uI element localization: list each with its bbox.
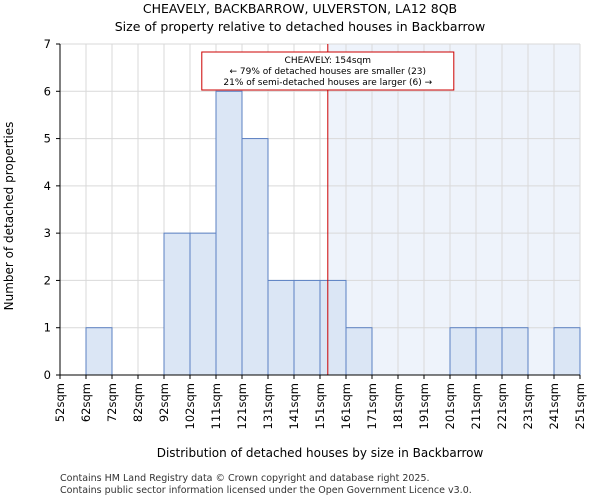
y-tick-label-7: 7 [44,37,51,51]
x-tick-label-92sqm: 92sqm [157,383,171,422]
footer-line-1: Contains HM Land Registry data © Crown c… [60,473,430,484]
chart-title: CHEAVELY, BACKBARROW, ULVERSTON, LA12 8Q… [143,1,457,16]
annotation-line-1: CHEAVELY: 154sqm [285,56,372,66]
annotation-line-3: 21% of semi-detached houses are larger (… [223,78,432,88]
y-tick-label-2: 2 [44,273,51,287]
x-tick-label-121sqm: 121sqm [235,383,249,429]
y-tick-label-1: 1 [44,321,51,335]
x-tick-label-102sqm: 102sqm [183,383,197,429]
axis-layer [56,43,581,379]
bar-131sqm [267,279,295,376]
bar-92sqm [163,232,191,376]
chart-subtitle: Size of property relative to detached ho… [115,19,486,34]
bar-221sqm [501,327,529,376]
x-tick-label-52sqm: 52sqm [53,383,67,422]
x-tick-label-171sqm: 171sqm [365,383,379,429]
bar-151sqm [319,279,347,376]
bar-141sqm [293,279,321,376]
x-tick-label-151sqm: 151sqm [313,383,327,429]
x-tick-label-211sqm: 211sqm [469,383,483,429]
x-tick-label-201sqm: 201sqm [443,383,457,429]
x-tick-label-141sqm: 141sqm [287,383,301,429]
x-tick-label-62sqm: 62sqm [79,383,93,422]
y-tick-label-0: 0 [44,368,51,382]
x-tick-label-181sqm: 181sqm [391,383,405,429]
x-tick-label-131sqm: 131sqm [261,383,275,429]
y-tick-label-3: 3 [44,226,51,240]
annotation-box: CHEAVELY: 154sqm ← 79% of detached house… [201,51,455,91]
y-tick-label-6: 6 [44,84,51,98]
x-axis-label: Distribution of detached houses by size … [157,446,484,460]
y-axis-label: Number of detached properties [2,122,16,311]
y-tick-labels: 0 1 2 3 4 5 6 7 [44,37,51,382]
annotation-line-2: ← 79% of detached houses are smaller (23… [230,67,427,77]
bar-201sqm [449,327,477,376]
bar-211sqm [475,327,503,376]
bar-102sqm [189,232,217,376]
x-tick-label-72sqm: 72sqm [105,383,119,422]
x-tick-label-161sqm: 161sqm [339,383,353,429]
x-tick-label-251sqm: 251sqm [573,383,587,429]
bar-62sqm [85,327,113,376]
x-tick-label-82sqm: 82sqm [131,383,145,422]
annotation-border [201,51,455,91]
bar-111sqm [215,90,243,376]
x-tick-label-221sqm: 221sqm [495,383,509,429]
x-tick-label-111sqm: 111sqm [209,383,223,429]
y-tick-label-4: 4 [44,179,51,193]
x-tick-labels: 52sqm 62sqm 72sqm 82sqm 92sqm 102sqm 111sqm 121… [53,383,587,429]
highlight-region-layer [327,44,580,375]
footer-line-2: Contains public sector information licen… [60,485,472,496]
x-tick-label-241sqm: 241sqm [547,383,561,429]
highlight-region [327,44,580,375]
bar-241sqm [553,327,581,376]
x-tick-label-191sqm: 191sqm [417,383,431,429]
bar-121sqm [241,138,269,376]
bar-161sqm [345,327,373,376]
y-tick-label-5: 5 [44,132,51,146]
bar-layer [85,90,581,376]
x-tick-label-231sqm: 231sqm [521,383,535,429]
